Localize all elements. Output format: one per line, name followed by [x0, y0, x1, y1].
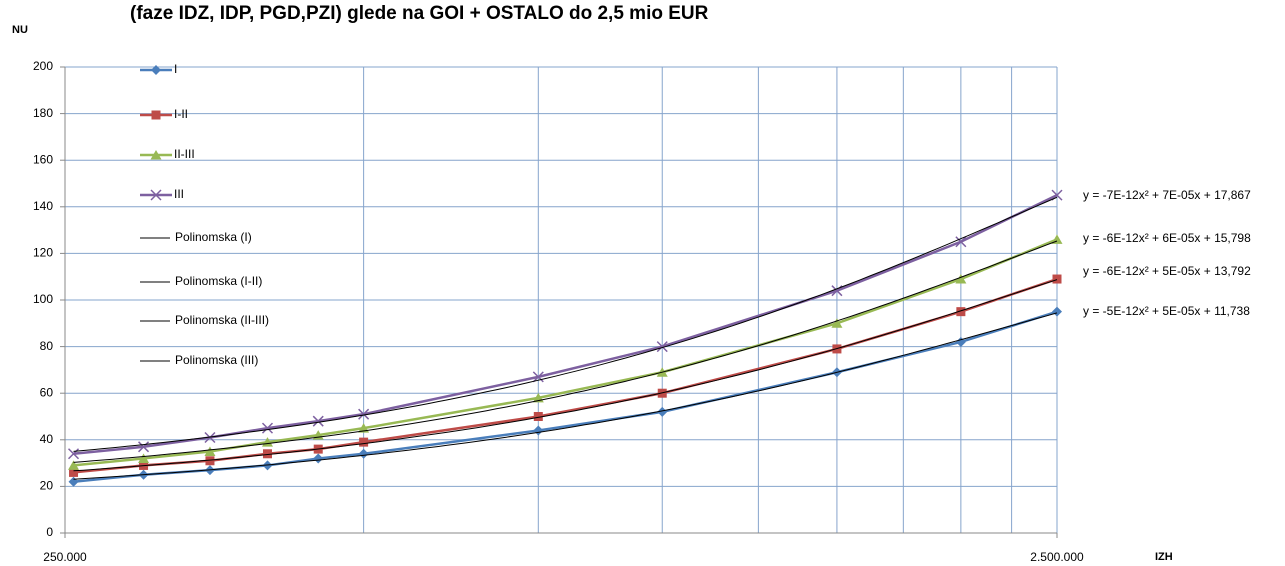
- legend-label: Polinomska (I-II): [175, 274, 262, 288]
- marker: [1052, 274, 1062, 284]
- y-tick-label: 40: [40, 432, 54, 446]
- y-tick-label: 160: [33, 152, 53, 166]
- trendline: [73, 312, 1058, 480]
- marker: [68, 476, 79, 487]
- marker: [261, 422, 274, 434]
- marker: [204, 446, 216, 456]
- legend-label: III: [174, 187, 184, 201]
- trendline-equation: y = -6E-12x² + 6E-05x + 15,798: [1083, 231, 1251, 245]
- marker: [532, 371, 544, 383]
- marker: [151, 65, 161, 75]
- marker: [68, 448, 80, 460]
- y-tick-label: 200: [33, 59, 53, 73]
- marker: [151, 110, 161, 120]
- marker: [138, 453, 150, 463]
- legend-label: I-II: [174, 107, 188, 121]
- y-tick-label: 80: [40, 339, 54, 353]
- trendline-equation: y = -7E-12x² + 7E-05x + 17,867: [1083, 188, 1251, 202]
- marker: [955, 274, 967, 284]
- series-line: [73, 277, 1058, 474]
- marker: [533, 425, 544, 436]
- marker: [262, 449, 272, 459]
- legend-label: Polinomska (I): [175, 230, 252, 244]
- marker: [955, 236, 967, 248]
- marker: [312, 415, 324, 427]
- x-tick-label: 2.500.000: [1030, 550, 1084, 564]
- legend-label: Polinomska (III): [175, 353, 258, 367]
- legend-label: I: [174, 62, 177, 76]
- marker: [1052, 306, 1062, 317]
- marker: [359, 437, 369, 447]
- legend-label: Polinomska (II-III): [175, 313, 269, 327]
- marker: [68, 460, 80, 470]
- y-tick-label: 20: [40, 479, 54, 493]
- marker: [69, 467, 79, 477]
- marker: [358, 408, 370, 420]
- marker: [656, 341, 668, 353]
- marker: [533, 412, 543, 421]
- y-axis-label: NU: [12, 24, 28, 36]
- trendline: [73, 240, 1058, 463]
- y-tick-label: 120: [33, 246, 53, 260]
- y-tick-label: 180: [33, 106, 53, 120]
- y-tick-label: 0: [46, 525, 53, 539]
- trendline-equation: y = -6E-12x² + 5E-05x + 13,792: [1083, 264, 1251, 278]
- marker: [150, 150, 162, 160]
- y-tick-label: 100: [33, 292, 53, 306]
- trendline: [73, 196, 1058, 452]
- marker: [205, 456, 215, 466]
- x-axis-label: IZH: [1155, 551, 1173, 563]
- trendline-equation: y = -5E-12x² + 5E-05x + 11,738: [1083, 304, 1250, 318]
- trendline: [73, 279, 1058, 472]
- series-line: [73, 310, 1058, 483]
- x-tick-label: 250.000: [43, 550, 87, 564]
- legend-label: II-III: [174, 147, 195, 161]
- marker: [150, 189, 162, 201]
- marker: [138, 441, 150, 453]
- marker: [358, 448, 369, 459]
- marker: [831, 318, 843, 328]
- marker: [657, 406, 668, 417]
- marker: [313, 453, 324, 464]
- marker: [956, 307, 966, 317]
- y-tick-label: 60: [40, 385, 54, 399]
- marker: [262, 460, 273, 471]
- chart-title: (faze IDZ, IDP, PGD,PZI) glede na GOI + …: [130, 3, 709, 24]
- y-tick-label: 140: [33, 199, 53, 213]
